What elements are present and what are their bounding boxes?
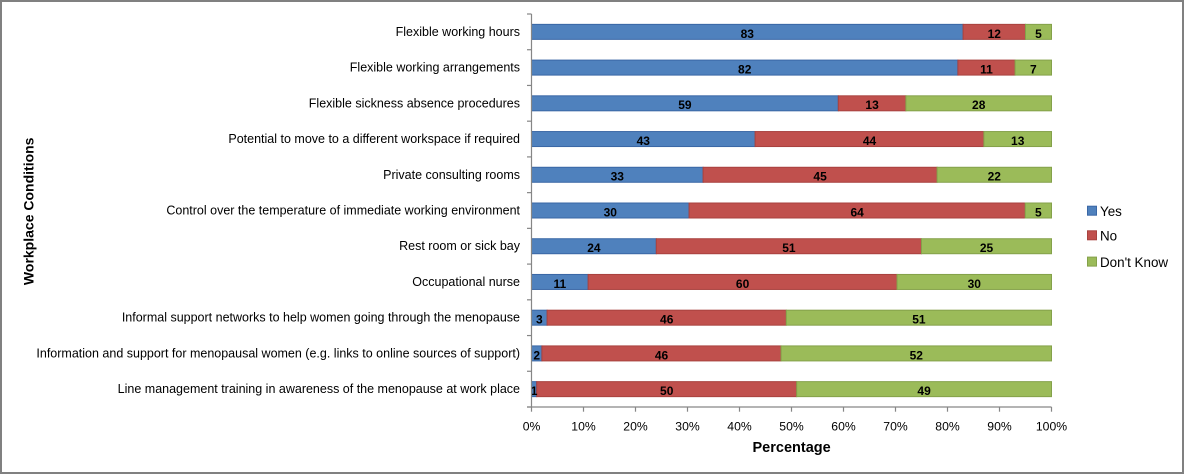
svg-text:5: 5: [1035, 27, 1042, 41]
svg-text:11: 11: [980, 62, 993, 76]
svg-text:Control over the temperature o: Control over the temperature of immediat…: [166, 204, 520, 218]
svg-text:25: 25: [980, 241, 994, 255]
svg-text:Percentage: Percentage: [753, 440, 831, 456]
svg-text:22: 22: [988, 170, 1002, 184]
svg-text:20%: 20%: [623, 420, 648, 434]
svg-text:Occupational nurse: Occupational nurse: [412, 275, 520, 289]
svg-text:59: 59: [678, 98, 692, 112]
svg-text:Information and support for me: Information and support for menopausal w…: [36, 346, 520, 360]
svg-text:No: No: [1100, 229, 1117, 244]
svg-text:40%: 40%: [727, 420, 752, 434]
svg-text:33: 33: [611, 170, 625, 184]
svg-text:2: 2: [533, 348, 540, 362]
svg-text:44: 44: [863, 134, 877, 148]
svg-text:Yes: Yes: [1100, 204, 1122, 219]
svg-text:Informal support networks to h: Informal support networks to help women …: [122, 311, 520, 325]
svg-text:90%: 90%: [987, 420, 1012, 434]
svg-text:46: 46: [660, 313, 674, 327]
svg-text:3: 3: [536, 313, 543, 327]
svg-text:46: 46: [655, 348, 669, 362]
svg-text:Flexible sickness absence proc: Flexible sickness absence procedures: [309, 96, 520, 110]
svg-text:30: 30: [604, 205, 618, 219]
svg-text:64: 64: [850, 205, 864, 219]
svg-text:100%: 100%: [1036, 420, 1067, 434]
svg-text:7: 7: [1030, 62, 1037, 76]
svg-text:Flexible working arrangements: Flexible working arrangements: [350, 61, 520, 75]
svg-text:51: 51: [912, 313, 926, 327]
svg-text:Rest room or sick bay: Rest room or sick bay: [399, 239, 521, 253]
svg-text:Don't Know: Don't Know: [1100, 255, 1168, 270]
svg-text:80%: 80%: [935, 420, 960, 434]
svg-text:50: 50: [660, 384, 674, 398]
svg-text:60%: 60%: [831, 420, 856, 434]
svg-text:13: 13: [1011, 134, 1025, 148]
svg-text:Flexible working hours: Flexible working hours: [396, 25, 520, 39]
svg-text:Potential to move to a differe: Potential to move to a different workspa…: [228, 132, 520, 146]
svg-text:Workplace Conditions: Workplace Conditions: [21, 137, 37, 285]
svg-text:50%: 50%: [779, 420, 804, 434]
svg-text:83: 83: [741, 27, 755, 41]
svg-text:70%: 70%: [883, 420, 908, 434]
svg-text:82: 82: [738, 62, 752, 76]
svg-text:24: 24: [587, 241, 601, 255]
svg-text:60: 60: [736, 277, 750, 291]
svg-text:28: 28: [972, 98, 986, 112]
svg-text:0%: 0%: [523, 420, 541, 434]
svg-text:13: 13: [865, 98, 879, 112]
svg-text:11: 11: [553, 277, 566, 291]
svg-text:1: 1: [531, 384, 538, 398]
svg-text:12: 12: [988, 27, 1002, 41]
svg-text:5: 5: [1035, 205, 1042, 219]
svg-text:52: 52: [910, 348, 924, 362]
svg-text:51: 51: [782, 241, 796, 255]
svg-text:10%: 10%: [571, 420, 596, 434]
svg-text:Line management training in aw: Line management training in awareness of…: [118, 382, 520, 396]
svg-text:45: 45: [813, 170, 827, 184]
svg-text:49: 49: [917, 384, 931, 398]
svg-text:43: 43: [637, 134, 651, 148]
svg-text:Private consulting rooms: Private consulting rooms: [383, 168, 520, 182]
svg-text:30: 30: [968, 277, 982, 291]
svg-text:30%: 30%: [675, 420, 700, 434]
